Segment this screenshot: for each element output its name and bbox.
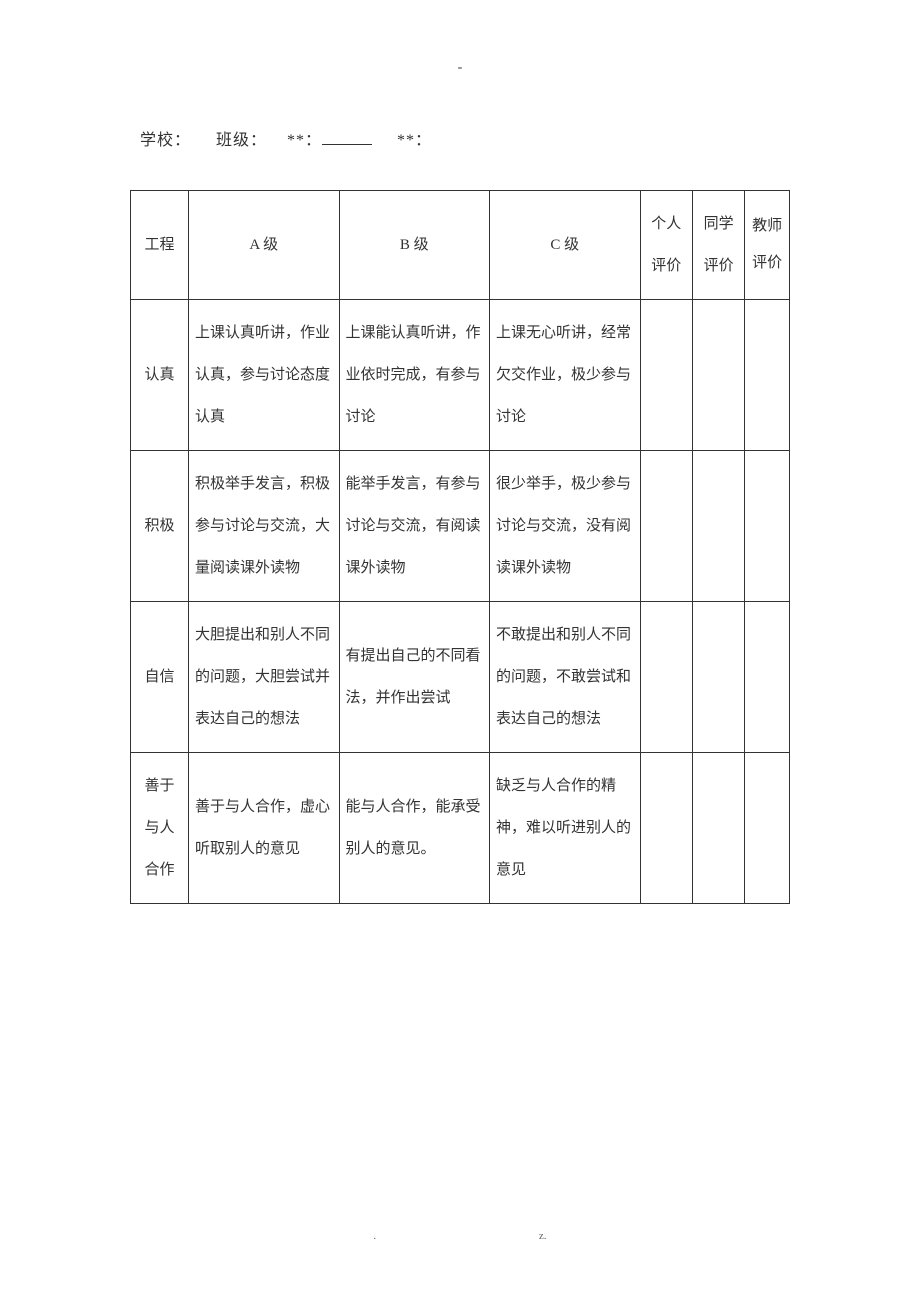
header-project: 工程 [131, 191, 189, 300]
table-header-row: 工程 A 级 B 级 C 级 个人评价 同学评价 教师评价 [131, 191, 790, 300]
colon-1: ： [305, 132, 322, 149]
peer-eval-cell[interactable] [692, 753, 744, 904]
level-b-cell: 上课能认真听讲，作业依时完成，有参与讨论 [339, 300, 490, 451]
self-eval-cell[interactable] [640, 300, 692, 451]
teacher-eval-cell[interactable] [745, 602, 790, 753]
form-header-line: 学校： 班级： **： **： [130, 126, 790, 150]
star-field-1: ** [287, 132, 305, 149]
footer-left: . [373, 1230, 376, 1242]
header-level-c: C 级 [490, 191, 641, 300]
blank-line-1[interactable] [322, 129, 372, 145]
colon-2: ： [415, 132, 432, 149]
header-peer-eval: 同学评价 [692, 191, 744, 300]
class-label: 班级： [216, 132, 267, 149]
project-cell: 认真 [131, 300, 189, 451]
teacher-eval-cell[interactable] [745, 753, 790, 904]
peer-eval-cell[interactable] [692, 451, 744, 602]
level-b-cell: 能举手发言，有参与讨论与交流，有阅读课外读物 [339, 451, 490, 602]
table-row: 积极 积极举手发言，积极参与讨论与交流，大量阅读课外读物 能举手发言，有参与讨论… [131, 451, 790, 602]
header-level-a: A 级 [188, 191, 339, 300]
header-self-eval: 个人评价 [640, 191, 692, 300]
self-eval-cell[interactable] [640, 602, 692, 753]
level-c-cell: 缺乏与人合作的精神，难以听进别人的意见 [490, 753, 641, 904]
footer-right: z. [539, 1230, 547, 1242]
page-footer: . z. [0, 1230, 920, 1242]
top-mark: - [130, 60, 790, 76]
header-level-b: B 级 [339, 191, 490, 300]
level-a-cell: 上课认真听讲，作业认真，参与讨论态度认真 [188, 300, 339, 451]
level-a-cell: 善于与人合作，虚心听取别人的意见 [188, 753, 339, 904]
project-cell: 积极 [131, 451, 189, 602]
peer-eval-cell[interactable] [692, 602, 744, 753]
level-c-cell: 不敢提出和别人不同的问题，不敢尝试和表达自己的想法 [490, 602, 641, 753]
level-a-cell: 大胆提出和别人不同的问题，大胆尝试并表达自己的想法 [188, 602, 339, 753]
level-b-cell: 能与人合作，能承受别人的意见。 [339, 753, 490, 904]
project-cell: 善于与人合作 [131, 753, 189, 904]
table-row: 认真 上课认真听讲，作业认真，参与讨论态度认真 上课能认真听讲，作业依时完成，有… [131, 300, 790, 451]
level-c-cell: 上课无心听讲，经常欠交作业，极少参与讨论 [490, 300, 641, 451]
document-page: - 学校： 班级： **： **： 工程 A 级 B 级 C 级 个人评价 同学… [0, 0, 920, 944]
table-row: 自信 大胆提出和别人不同的问题，大胆尝试并表达自己的想法 有提出自己的不同看法，… [131, 602, 790, 753]
school-label: 学校： [140, 132, 191, 149]
project-cell: 自信 [131, 602, 189, 753]
table-row: 善于与人合作 善于与人合作，虚心听取别人的意见 能与人合作，能承受别人的意见。 … [131, 753, 790, 904]
star-field-2: ** [397, 132, 415, 149]
level-a-cell: 积极举手发言，积极参与讨论与交流，大量阅读课外读物 [188, 451, 339, 602]
level-b-cell: 有提出自己的不同看法，并作出尝试 [339, 602, 490, 753]
self-eval-cell[interactable] [640, 753, 692, 904]
teacher-eval-cell[interactable] [745, 451, 790, 602]
level-c-cell: 很少举手，极少参与讨论与交流，没有阅读课外读物 [490, 451, 641, 602]
evaluation-table: 工程 A 级 B 级 C 级 个人评价 同学评价 教师评价 认真 上课认真听讲，… [130, 190, 790, 904]
header-teacher-eval: 教师评价 [745, 191, 790, 300]
self-eval-cell[interactable] [640, 451, 692, 602]
teacher-eval-cell[interactable] [745, 300, 790, 451]
peer-eval-cell[interactable] [692, 300, 744, 451]
